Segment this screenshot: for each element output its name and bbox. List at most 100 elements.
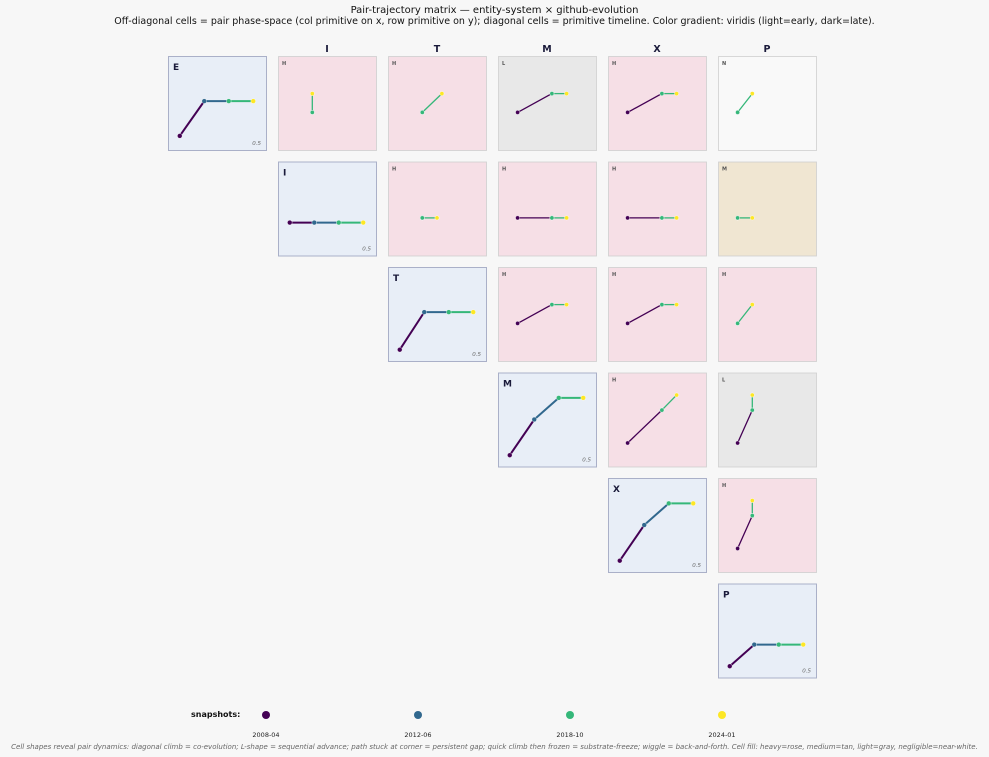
pair-cell-X-P-point-2008-04 bbox=[735, 546, 740, 551]
diagonal-P-point-2024-01 bbox=[800, 641, 806, 648]
diagonal-E-point-2024-01 bbox=[250, 98, 256, 104]
pair-cell-E-I-point-2024-01 bbox=[309, 91, 315, 96]
diagonal-cell-T: T 0.5 bbox=[388, 267, 487, 362]
diagonal-X-segment-1 bbox=[618, 524, 646, 562]
diagonal-label-T: T bbox=[393, 274, 400, 284]
diagonal-M-point-2018-10 bbox=[556, 395, 562, 401]
pair-cell-T-M-point-2018-10 bbox=[549, 302, 555, 307]
pair-cell-E-M-bg bbox=[498, 56, 597, 151]
pair-cell-E-T: H bbox=[388, 56, 487, 151]
pair-cell-M-X: H bbox=[608, 372, 707, 468]
pair-cell-I-T: H bbox=[388, 161, 487, 257]
pair-cell-X-P-point-2024-01 bbox=[750, 498, 755, 503]
pair-cell-X-P: H bbox=[718, 478, 817, 573]
legend-dot-2012-06 bbox=[414, 711, 422, 719]
pair-cell-M-X-segment-3 bbox=[661, 394, 678, 411]
pair-cell-E-X-point-2008-04 bbox=[625, 110, 630, 115]
diagonal-cell-I: I 0.5 bbox=[278, 161, 377, 257]
pair-cell-I-M-bg bbox=[498, 161, 597, 257]
pair-cell-T-M-point-2024-01 bbox=[564, 302, 569, 307]
pair-cell-T-X-point-2018-10 bbox=[659, 302, 665, 307]
pair-cell-E-M: L bbox=[498, 56, 597, 151]
pair-cell-E-M-point-2008-04 bbox=[515, 110, 520, 115]
pair-cell-E-M-level: L bbox=[502, 61, 506, 67]
legend-dot-2024-01 bbox=[718, 711, 726, 719]
pair-cell-I-X-point-2024-01 bbox=[674, 215, 679, 221]
legend-label-2024-01: 2024-01 bbox=[708, 731, 736, 739]
pair-cell-E-X-point-2018-10 bbox=[659, 91, 665, 96]
pair-cell-I-T-bg bbox=[388, 161, 487, 257]
diagonal-scale-E: 0.5 bbox=[252, 141, 261, 147]
diagonal-M-segment-2 bbox=[533, 397, 560, 421]
footnote: Cell shapes reveal pair dynamics: diagon… bbox=[11, 743, 978, 751]
column-header-X: X bbox=[653, 44, 661, 55]
diagonal-E-segment-1 bbox=[178, 100, 206, 137]
diagonal-T-point-2024-01 bbox=[470, 309, 476, 315]
legend-label-2018-10: 2018-10 bbox=[556, 731, 584, 739]
pair-cell-I-P: M bbox=[718, 161, 817, 257]
diagonal-scale-T: 0.5 bbox=[472, 352, 481, 358]
pair-cell-I-T-point-2024-01 bbox=[434, 215, 440, 221]
pair-cell-I-M-point-2024-01 bbox=[564, 215, 569, 221]
pair-cell-M-X-bg bbox=[608, 372, 707, 468]
pair-cell-E-P-level: N bbox=[722, 61, 726, 67]
diagonal-scale-X: 0.5 bbox=[692, 563, 701, 569]
pair-cell-M-P-point-2008-04 bbox=[735, 440, 740, 446]
diagonal-P-segment-1 bbox=[729, 643, 755, 667]
pair-cell-E-M-point-2018-10 bbox=[549, 91, 555, 96]
diagonal-cell-bg-E bbox=[168, 56, 267, 151]
diagonal-M-point-2008-04 bbox=[507, 452, 513, 458]
diagonal-T-segment-1 bbox=[398, 311, 426, 351]
pair-cell-E-P-segment-3 bbox=[737, 93, 753, 113]
pair-cell-X-P-bg bbox=[718, 478, 817, 573]
diagonal-label-M: M bbox=[503, 380, 512, 390]
pair-cell-I-M-level: H bbox=[502, 167, 506, 173]
pair-cell-E-T-bg bbox=[388, 56, 487, 151]
diagonal-T-point-2008-04 bbox=[397, 347, 403, 353]
pair-cell-T-M: H bbox=[498, 267, 597, 362]
diagonal-I-point-2018-10 bbox=[336, 220, 342, 226]
pair-cell-M-P: L bbox=[718, 372, 817, 468]
pair-cell-T-X-point-2008-04 bbox=[625, 321, 630, 326]
pair-trajectory-matrix: I T M X P E 0.5 I 0.5 T 0.5 M 0.5 X 0.5 P 0.5 H H L H N H H H M H H… bbox=[168, 44, 817, 679]
chart-subtitle: Off-diagonal cells = pair phase-space (c… bbox=[114, 16, 875, 27]
diagonal-label-I: I bbox=[283, 169, 286, 179]
pair-cell-M-P-point-2024-01 bbox=[750, 392, 755, 398]
pair-cell-T-X: H bbox=[608, 267, 707, 362]
pair-cell-M-X-level: H bbox=[612, 378, 616, 384]
diagonal-label-X: X bbox=[613, 485, 620, 495]
column-header-P: P bbox=[764, 44, 771, 55]
pair-cell-I-X-bg bbox=[608, 161, 707, 257]
legend-label-2012-06: 2012-06 bbox=[404, 731, 432, 739]
pair-cell-E-I: H bbox=[278, 56, 377, 151]
pair-cell-T-X-bg bbox=[608, 267, 707, 362]
diagonal-X-point-2012-06 bbox=[641, 522, 647, 528]
pair-cell-I-T-level: H bbox=[392, 167, 396, 173]
pair-cell-T-M-segment-1 bbox=[517, 304, 553, 324]
legend-label: snapshots: bbox=[191, 710, 241, 719]
diagonal-X-point-2018-10 bbox=[666, 500, 672, 506]
pair-cell-M-X-point-2024-01 bbox=[674, 392, 679, 398]
pair-cell-X-P-level: H bbox=[722, 483, 726, 489]
pair-cell-M-X-point-2018-10 bbox=[659, 407, 665, 413]
legend-label-2008-04: 2008-04 bbox=[252, 731, 280, 739]
chart-title: Pair-trajectory matrix — entity-system ×… bbox=[350, 5, 639, 16]
legend-dot-2018-10 bbox=[566, 711, 574, 719]
pair-cell-I-X-point-2008-04 bbox=[625, 215, 630, 221]
pair-cell-E-X-bg bbox=[608, 56, 707, 151]
pair-cell-E-T-level: H bbox=[392, 61, 396, 67]
pair-cell-M-X-segment-1 bbox=[627, 409, 663, 444]
pair-cell-T-P: H bbox=[718, 267, 817, 362]
pair-cell-T-P-level: H bbox=[722, 272, 726, 278]
pair-cell-M-P-bg bbox=[718, 372, 817, 468]
diagonal-cell-bg-X bbox=[608, 478, 707, 573]
pair-cell-M-P-segment-1 bbox=[737, 409, 753, 444]
diagonal-M-point-2012-06 bbox=[531, 416, 537, 423]
diagonal-T-point-2018-10 bbox=[446, 309, 452, 315]
pair-cell-I-P-bg bbox=[718, 161, 817, 257]
pair-cell-E-P-point-2024-01 bbox=[750, 91, 755, 96]
diagonal-scale-P: 0.5 bbox=[802, 669, 811, 675]
pair-cell-T-X-point-2024-01 bbox=[674, 302, 679, 307]
pair-cell-E-I-point-2018-10 bbox=[309, 110, 315, 115]
pair-cell-I-X: H bbox=[608, 161, 707, 257]
